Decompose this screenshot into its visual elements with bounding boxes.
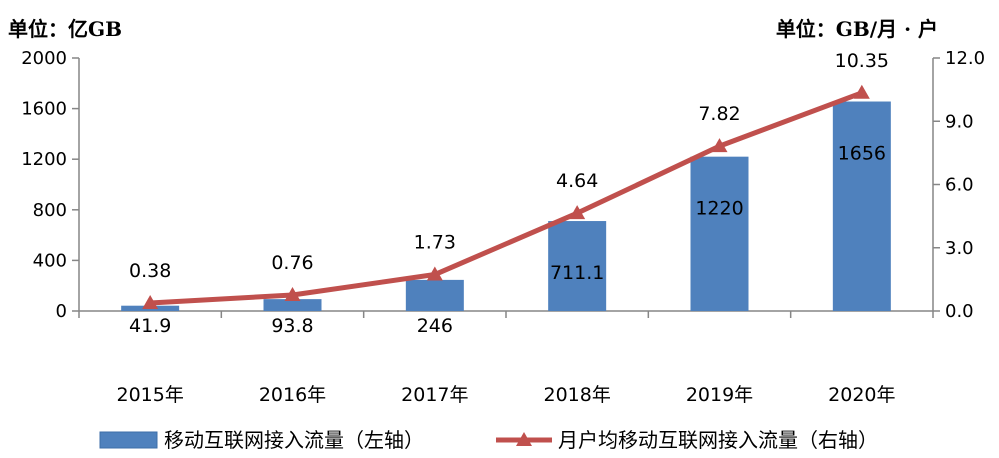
legend-line-label: 月户均移动互联网接入流量（右轴）	[558, 428, 878, 452]
legend: 移动互联网接入流量（左轴） 月户均移动互联网接入流量（右轴）	[99, 428, 878, 452]
line-value-label: 0.76	[271, 252, 313, 274]
line-marker	[284, 286, 301, 301]
legend-bar-swatch	[99, 431, 158, 449]
left-tick-label: 800	[33, 200, 67, 221]
bar	[405, 279, 464, 311]
left-tick-label: 400	[33, 250, 67, 271]
right-tick-label: 0.0	[945, 301, 974, 322]
category-label: 2015年	[116, 384, 183, 406]
left-tick-label: 2000	[21, 48, 67, 69]
bar-value-label: 41.9	[129, 315, 171, 337]
bar	[263, 299, 322, 311]
right-tick-label: 12.0	[945, 48, 985, 69]
legend-bar-label: 移动互联网接入流量（左轴）	[164, 428, 424, 452]
line-series	[142, 84, 870, 309]
line-marker	[426, 266, 443, 281]
category-label: 2017年	[401, 384, 468, 406]
left-axis-unit: 单位：亿GB	[8, 17, 122, 41]
right-tick-label: 9.0	[945, 111, 974, 132]
category-label: 2019年	[686, 384, 753, 406]
axes: 0 400 800 1200 1600 2000 0.0 3.0 6.0 9.0 12.0 2015年…	[21, 48, 985, 406]
category-label: 2016年	[259, 384, 326, 406]
left-tick-label: 1200	[21, 149, 67, 170]
bar-value-label: 1656	[838, 143, 886, 165]
line-value-label: 1.73	[414, 232, 456, 254]
line-value-label: 0.38	[129, 260, 171, 282]
bar	[690, 156, 749, 311]
line-value-label: 10.35	[835, 50, 889, 72]
left-tick-label: 0	[56, 301, 67, 322]
bar	[548, 221, 607, 311]
line-value-label: 7.82	[698, 103, 740, 125]
line-path	[150, 90, 863, 306]
line-marker	[569, 205, 586, 220]
right-axis-unit: 单位：GB/月 · 户	[776, 17, 938, 41]
line-value-label: 4.64	[556, 170, 598, 192]
bar-series	[121, 101, 891, 312]
data-labels: 41.9 93.8 246 711.1 1220 1656 0.38 0.76 1.73 4.64…	[129, 50, 889, 337]
right-tick-label: 3.0	[945, 238, 974, 259]
right-tick-label: 6.0	[945, 175, 974, 196]
line-marker	[142, 294, 159, 309]
line-marker	[711, 138, 728, 153]
legend-line-marker	[516, 432, 532, 446]
category-label: 2020年	[828, 384, 895, 406]
bar-value-label: 1220	[695, 198, 743, 220]
bar	[832, 101, 891, 312]
bar-value-label: 246	[417, 315, 453, 337]
category-label: 2018年	[543, 384, 610, 406]
bar-value-label: 711.1	[550, 262, 604, 284]
left-tick-label: 1600	[21, 99, 67, 120]
line-marker	[853, 84, 870, 99]
bar-value-label: 93.8	[271, 315, 313, 337]
